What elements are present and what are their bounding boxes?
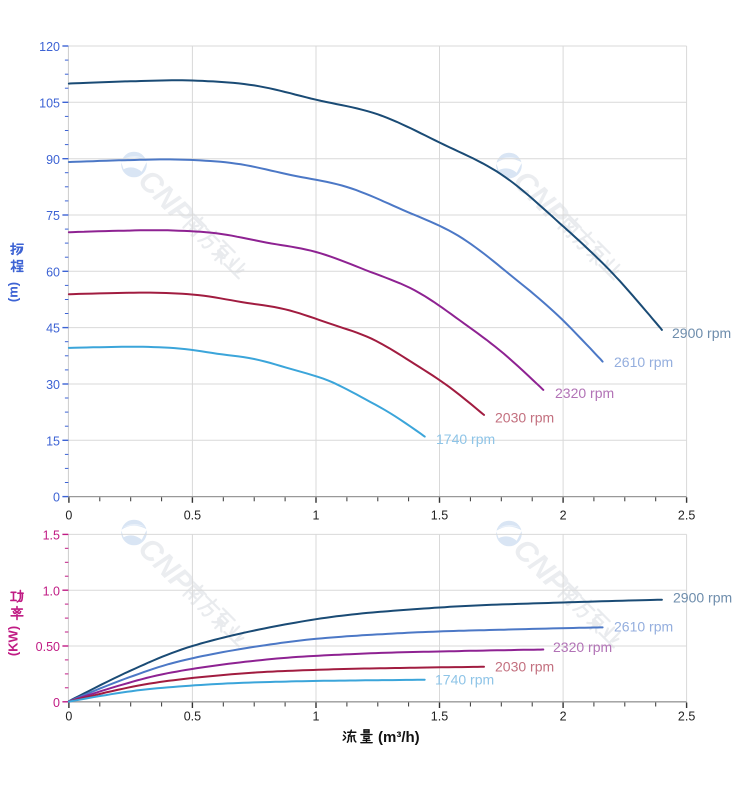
svg-text:1.0: 1.0	[43, 584, 60, 598]
svg-text:2610 rpm: 2610 rpm	[614, 354, 673, 370]
svg-text:2900 rpm: 2900 rpm	[673, 590, 732, 606]
svg-text:60: 60	[46, 265, 60, 279]
svg-text:0: 0	[53, 696, 60, 710]
svg-text:1.5: 1.5	[431, 509, 448, 523]
svg-text:120: 120	[39, 40, 60, 54]
svg-text:1740 rpm: 1740 rpm	[436, 431, 495, 447]
svg-text:2900 rpm: 2900 rpm	[672, 325, 731, 341]
svg-text:(m): (m)	[6, 282, 21, 302]
svg-text:105: 105	[39, 96, 60, 110]
svg-text:0.5: 0.5	[184, 709, 201, 723]
svg-text:0: 0	[65, 709, 72, 723]
svg-text:0: 0	[53, 491, 60, 505]
svg-text:1740 rpm: 1740 rpm	[435, 671, 494, 687]
svg-text:0.5: 0.5	[184, 509, 201, 523]
svg-text:0: 0	[65, 509, 72, 523]
svg-text:1.5: 1.5	[431, 709, 448, 723]
svg-text:1.5: 1.5	[43, 529, 60, 543]
svg-text:45: 45	[46, 322, 60, 336]
svg-text:2320 rpm: 2320 rpm	[555, 385, 614, 401]
svg-text:(KW): (KW)	[6, 626, 21, 656]
svg-text:(m³/h): (m³/h)	[378, 729, 420, 746]
svg-text:1: 1	[313, 709, 320, 723]
svg-text:2320 rpm: 2320 rpm	[553, 639, 612, 655]
svg-text:2: 2	[560, 709, 567, 723]
svg-text:2: 2	[560, 509, 567, 523]
svg-text:2610 rpm: 2610 rpm	[614, 619, 673, 635]
svg-text:15: 15	[46, 434, 60, 448]
svg-text:2.5: 2.5	[678, 509, 695, 523]
svg-text:30: 30	[46, 378, 60, 392]
svg-text:2030 rpm: 2030 rpm	[495, 659, 554, 675]
svg-text:1: 1	[313, 509, 320, 523]
svg-text:2.5: 2.5	[678, 709, 695, 723]
svg-text:0.50: 0.50	[36, 640, 60, 654]
svg-text:75: 75	[46, 209, 60, 223]
svg-text:2030 rpm: 2030 rpm	[495, 410, 554, 426]
svg-text:90: 90	[46, 153, 60, 167]
